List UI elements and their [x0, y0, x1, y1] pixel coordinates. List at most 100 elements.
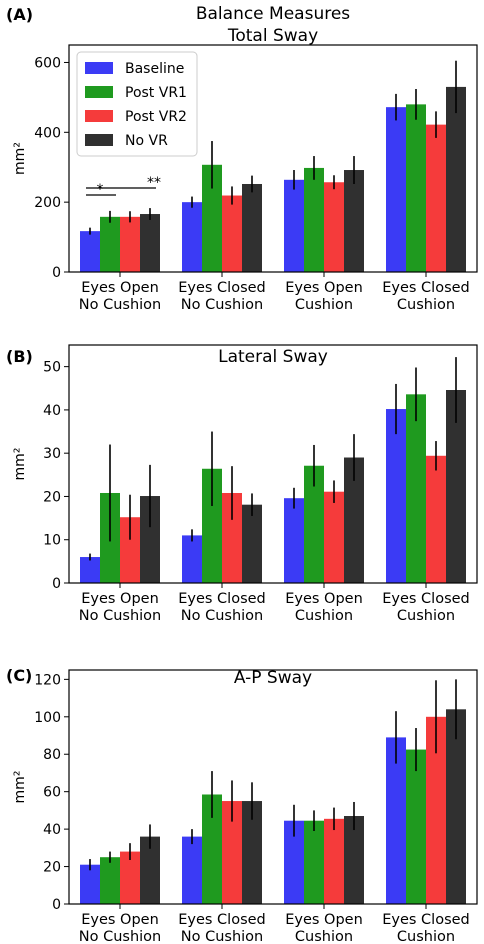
panel-label: (B): [6, 347, 33, 366]
bar-post-vr1: [202, 468, 222, 583]
bar-baseline: [284, 179, 304, 272]
legend: Baseline Post VR1 Post VR2 No VR: [76, 51, 198, 157]
y-tick-label: 400: [34, 125, 61, 141]
category-label: Eyes Open No Cushion: [79, 912, 161, 944]
y-tick-label: 200: [34, 195, 61, 211]
y-tick-label: 50: [43, 360, 61, 376]
category-label: Eyes Open Cushion: [285, 280, 363, 313]
y-tick-label: 20: [43, 489, 61, 505]
bar-post-vr2: [120, 851, 140, 904]
bar-baseline: [284, 820, 304, 904]
y-axis-label: mm²: [12, 142, 28, 175]
category-label-line: Cushion: [397, 929, 455, 944]
bar-baseline: [386, 409, 406, 583]
bar-no-vr: [242, 183, 262, 272]
bar-post-vr1: [202, 794, 222, 904]
bar-no-vr: [140, 214, 160, 272]
bar-baseline: [182, 836, 202, 904]
y-tick-label: 20: [43, 860, 61, 876]
category-label-line: Eyes Closed: [178, 280, 266, 296]
y-tick-label: 40: [43, 822, 61, 838]
y-tick-label: 30: [43, 446, 61, 462]
bar-post-vr1: [304, 465, 324, 583]
bar-post-vr1: [406, 749, 426, 904]
category-label: Eyes Closed No Cushion: [178, 280, 266, 313]
bar-post-vr1: [100, 857, 120, 904]
bar-baseline: [80, 557, 100, 583]
bar-no-vr: [344, 457, 364, 583]
category-label: Eyes Closed No Cushion: [178, 591, 266, 624]
bar-post-vr1: [304, 167, 324, 272]
plot-frame: [68, 669, 478, 905]
category-label-line: Eyes Open: [285, 280, 363, 296]
bar-post-vr2: [426, 455, 446, 583]
bar-baseline: [284, 498, 304, 583]
category-label-line: Eyes Open: [81, 912, 159, 928]
bar-baseline: [182, 202, 202, 272]
category-label-line: Eyes Closed: [382, 280, 470, 296]
y-tick-label: 600: [34, 55, 61, 71]
bar-post-vr2: [324, 818, 344, 904]
y-tick-label: 0: [52, 897, 61, 913]
category-label-line: Eyes Open: [285, 912, 363, 928]
bar-post-vr2: [120, 216, 140, 272]
legend-entry: Post VR1: [125, 85, 187, 101]
panel-a: (A) Balance Measures Total Sway mm² 0 200 400 6…: [6, 4, 478, 313]
legend-swatch: [85, 62, 113, 74]
category-label-line: No Cushion: [181, 297, 263, 313]
legend-box: [76, 51, 198, 157]
category-label-line: Cushion: [397, 297, 455, 313]
category-label-line: Cushion: [295, 297, 353, 313]
y-tick-label: 10: [43, 533, 61, 549]
y-tick-label: 100: [34, 710, 61, 726]
y-tick-label: 0: [52, 265, 61, 281]
y-tick-label: 80: [43, 747, 61, 763]
bar-post-vr1: [100, 216, 120, 272]
legend-swatch: [85, 134, 113, 146]
y-axis-label: mm²: [12, 448, 28, 481]
category-label: Eyes Open No Cushion: [79, 280, 161, 313]
category-label-line: Eyes Closed: [382, 591, 470, 607]
bar-post-vr1: [406, 394, 426, 583]
bar-no-vr: [446, 709, 466, 904]
y-tick-label: 40: [43, 403, 61, 419]
category-label-line: No Cushion: [181, 608, 263, 624]
bar-post-vr2: [120, 517, 140, 583]
bar-post-vr2: [426, 124, 446, 272]
bar-post-vr1: [304, 820, 324, 904]
legend-swatch: [85, 86, 113, 98]
y-tick-label: 120: [34, 672, 61, 688]
bar-baseline: [386, 737, 406, 904]
category-label-line: No Cushion: [79, 297, 161, 313]
bar-post-vr1: [406, 104, 426, 272]
panel-label: (C): [6, 666, 32, 685]
bar-post-vr2: [222, 492, 242, 583]
category-label: Eyes Open Cushion: [285, 912, 363, 944]
category-label-line: Eyes Closed: [382, 912, 470, 928]
bar-no-vr: [242, 801, 262, 904]
y-tick-label: 60: [43, 785, 61, 801]
bar-baseline: [80, 864, 100, 904]
category-label: Eyes Closed Cushion: [382, 912, 470, 944]
category-label-line: Eyes Open: [81, 280, 159, 296]
category-label-line: Eyes Closed: [178, 591, 266, 607]
category-label: Eyes Closed No Cushion: [178, 912, 266, 944]
category-label-line: Cushion: [295, 608, 353, 624]
category-label-line: Eyes Open: [285, 591, 363, 607]
bar-baseline: [182, 535, 202, 583]
bar-post-vr2: [222, 195, 242, 272]
chart-title: Balance Measures Total Sway: [196, 4, 350, 46]
chart-title-line: A-P Sway: [234, 668, 312, 688]
significance-marker: **: [147, 175, 161, 191]
legend-entry: Post VR2: [125, 109, 187, 125]
category-label-line: No Cushion: [79, 608, 161, 624]
bar-no-vr: [140, 836, 160, 904]
bar-baseline: [386, 107, 406, 272]
bar-no-vr: [242, 504, 262, 583]
bar-no-vr: [344, 170, 364, 272]
legend-entry: Baseline: [125, 61, 184, 77]
category-label-line: Eyes Closed: [178, 912, 266, 928]
